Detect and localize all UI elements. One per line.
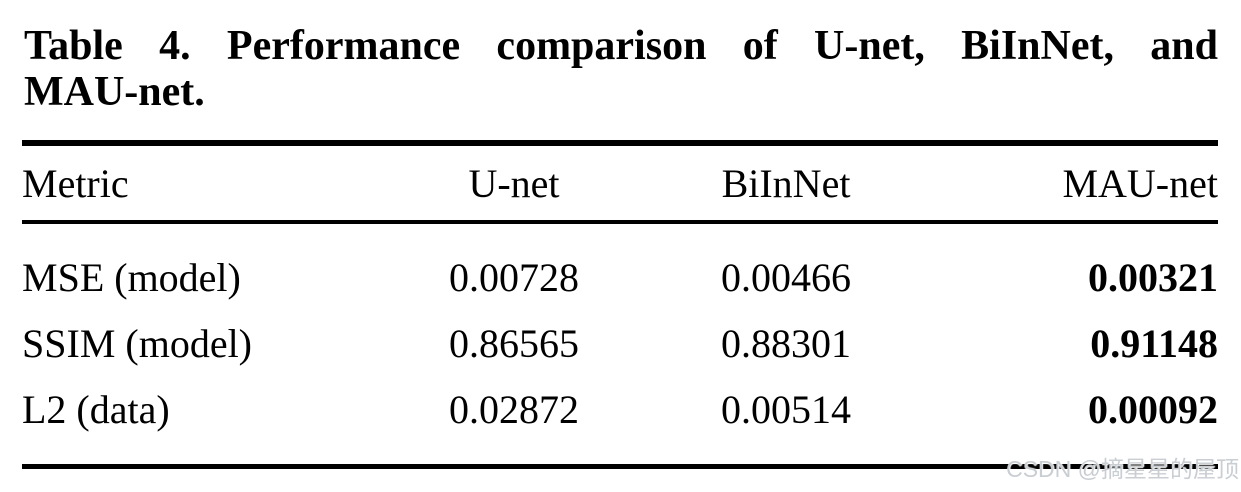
- value-cell: 0.00728: [449, 254, 579, 300]
- csdn-watermark: CSDN @摘星星的屋顶: [1006, 456, 1239, 482]
- column-header-biinnet: BiInNet: [706, 143, 866, 224]
- value-cell: 0.00514: [721, 386, 851, 432]
- metric-cell: SSIM (model): [22, 320, 252, 366]
- table-caption: Table 4. Performance comparison of U-net…: [24, 23, 1218, 115]
- column-header-metric: Metric: [22, 143, 322, 224]
- value-cell: 0.00321: [1088, 254, 1218, 300]
- metric-cell: MSE (model): [22, 254, 241, 300]
- table-header: Metric U-net BiInNet MAU-net: [22, 143, 1218, 224]
- table-header-row: Metric U-net BiInNet MAU-net: [22, 143, 1218, 224]
- value-cell: 0.00092: [1088, 386, 1218, 432]
- metric-cell: L2 (data): [22, 386, 170, 432]
- table-caption-line2: MAU-net.: [24, 69, 205, 115]
- table-row: SSIM (model) 0.86565 0.88301 0.91148: [22, 310, 1218, 376]
- performance-table: Metric U-net BiInNet MAU-net MSE (model)…: [22, 140, 1218, 469]
- table-row: L2 (data) 0.02872 0.00514 0.00092: [22, 376, 1218, 467]
- column-header-maunet: MAU-net: [866, 143, 1218, 224]
- value-cell: 0.91148: [1090, 320, 1218, 366]
- column-header-unet: U-net: [322, 143, 706, 224]
- value-cell: 0.00466: [721, 254, 851, 300]
- value-cell: 0.02872: [449, 386, 579, 432]
- table-caption-line1: Table 4. Performance comparison of U-net…: [24, 23, 1218, 69]
- table-row: MSE (model) 0.00728 0.00466 0.00321: [22, 222, 1218, 310]
- value-cell: 0.88301: [721, 320, 851, 366]
- table-body: MSE (model) 0.00728 0.00466 0.00321 SSIM (mo…: [22, 222, 1218, 467]
- value-cell: 0.86565: [449, 320, 579, 366]
